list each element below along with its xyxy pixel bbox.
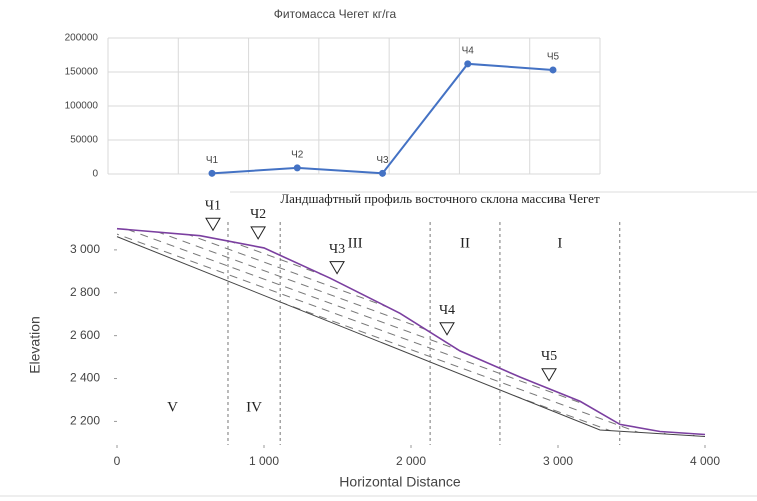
chart-title: Фитомасса Чегет кг/га: [274, 7, 397, 21]
x-tick-label: 1 000: [249, 454, 279, 468]
bedrock-line: [116, 236, 706, 437]
y-tick-label: 2 400: [70, 371, 100, 385]
elevation-line: [116, 227, 706, 436]
y-tick-label: 150000: [65, 67, 99, 78]
y-tick-label: 0: [92, 169, 98, 180]
x-tick-label: 4 000: [690, 454, 720, 468]
x-tick-label: 0: [114, 454, 121, 468]
y-tick-label: 200000: [65, 33, 99, 44]
data-point: [293, 164, 301, 172]
data-point: [549, 66, 557, 74]
zone-label: I: [557, 235, 562, 251]
point-label: Ч4: [439, 303, 455, 318]
point-label: Ч4: [462, 45, 475, 56]
chart-title: Ландшафтный профиль восточного склона ма…: [280, 191, 600, 206]
data-point: [464, 60, 472, 68]
data-point: [379, 169, 386, 177]
point-marker: [439, 322, 455, 336]
y-tick-label: 2 200: [70, 414, 100, 428]
x-axis-label: Horizontal Distance: [339, 474, 461, 490]
point-label: Ч2: [291, 150, 304, 161]
y-tick-label: 3 000: [70, 242, 100, 256]
point-label: Ч3: [329, 242, 345, 257]
y-tick-label: 2 600: [70, 328, 100, 342]
point-label: Ч3: [376, 155, 389, 166]
zone-label: V: [167, 399, 178, 415]
y-tick-label: 50000: [70, 135, 98, 146]
point-marker: [541, 368, 557, 382]
zone-label: II: [460, 235, 470, 251]
zone-label: III: [348, 235, 363, 251]
y-tick-label: 100000: [65, 101, 99, 112]
point-label: Ч5: [541, 349, 557, 364]
point-marker: [250, 226, 266, 240]
x-tick-label: 3 000: [543, 454, 573, 468]
y-tick-label: 2 800: [70, 285, 100, 299]
point-label: Ч2: [250, 207, 266, 222]
x-tick-label: 2 000: [396, 454, 426, 468]
point-label: Ч1: [206, 155, 219, 166]
point-marker: [205, 217, 221, 232]
point-label: Ч5: [547, 52, 560, 63]
data-point: [208, 169, 216, 177]
soil-layer: [117, 228, 705, 437]
point-marker: [329, 261, 345, 275]
point-label: Ч1: [205, 198, 221, 213]
y-axis-label: Elevation: [27, 316, 43, 374]
zone-label: IV: [246, 399, 262, 415]
